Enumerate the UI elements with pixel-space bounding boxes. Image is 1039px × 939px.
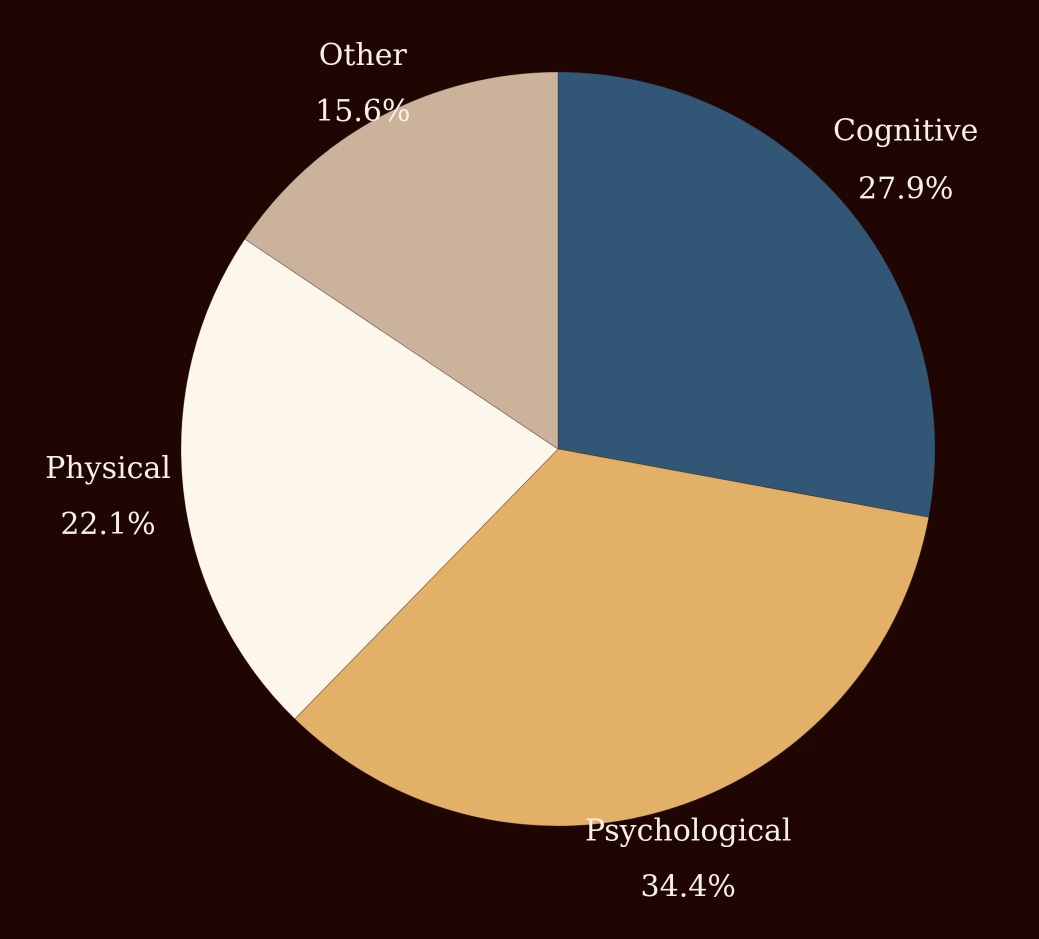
slice-label-psychological: Psychological [585,814,792,849]
slice-label-group-physical: Physical 22.1% [45,451,171,542]
slice-label-cognitive: Cognitive [833,114,979,149]
pie-slice-psychological [294,448,930,827]
slice-label-physical: Physical [45,451,171,486]
pie-slice-physical [180,238,559,720]
slice-percent-physical: 22.1% [60,507,155,542]
slice-label-other: Other [319,38,408,73]
labels-layer: Cognitive 27.9% Psychological 34.4% Physical… [45,38,979,905]
pie-slice-other [244,71,559,450]
slices-layer [180,71,936,827]
slice-label-group-psychological: Psychological 34.4% [585,814,792,905]
slice-label-group-other: Other 15.6% [315,38,410,129]
slice-percent-other: 15.6% [315,94,410,129]
slice-percent-psychological: 34.4% [641,870,736,905]
pie-slice-cognitive [557,71,936,518]
slice-percent-cognitive: 27.9% [858,172,953,207]
slice-label-group-cognitive: Cognitive 27.9% [833,114,979,207]
